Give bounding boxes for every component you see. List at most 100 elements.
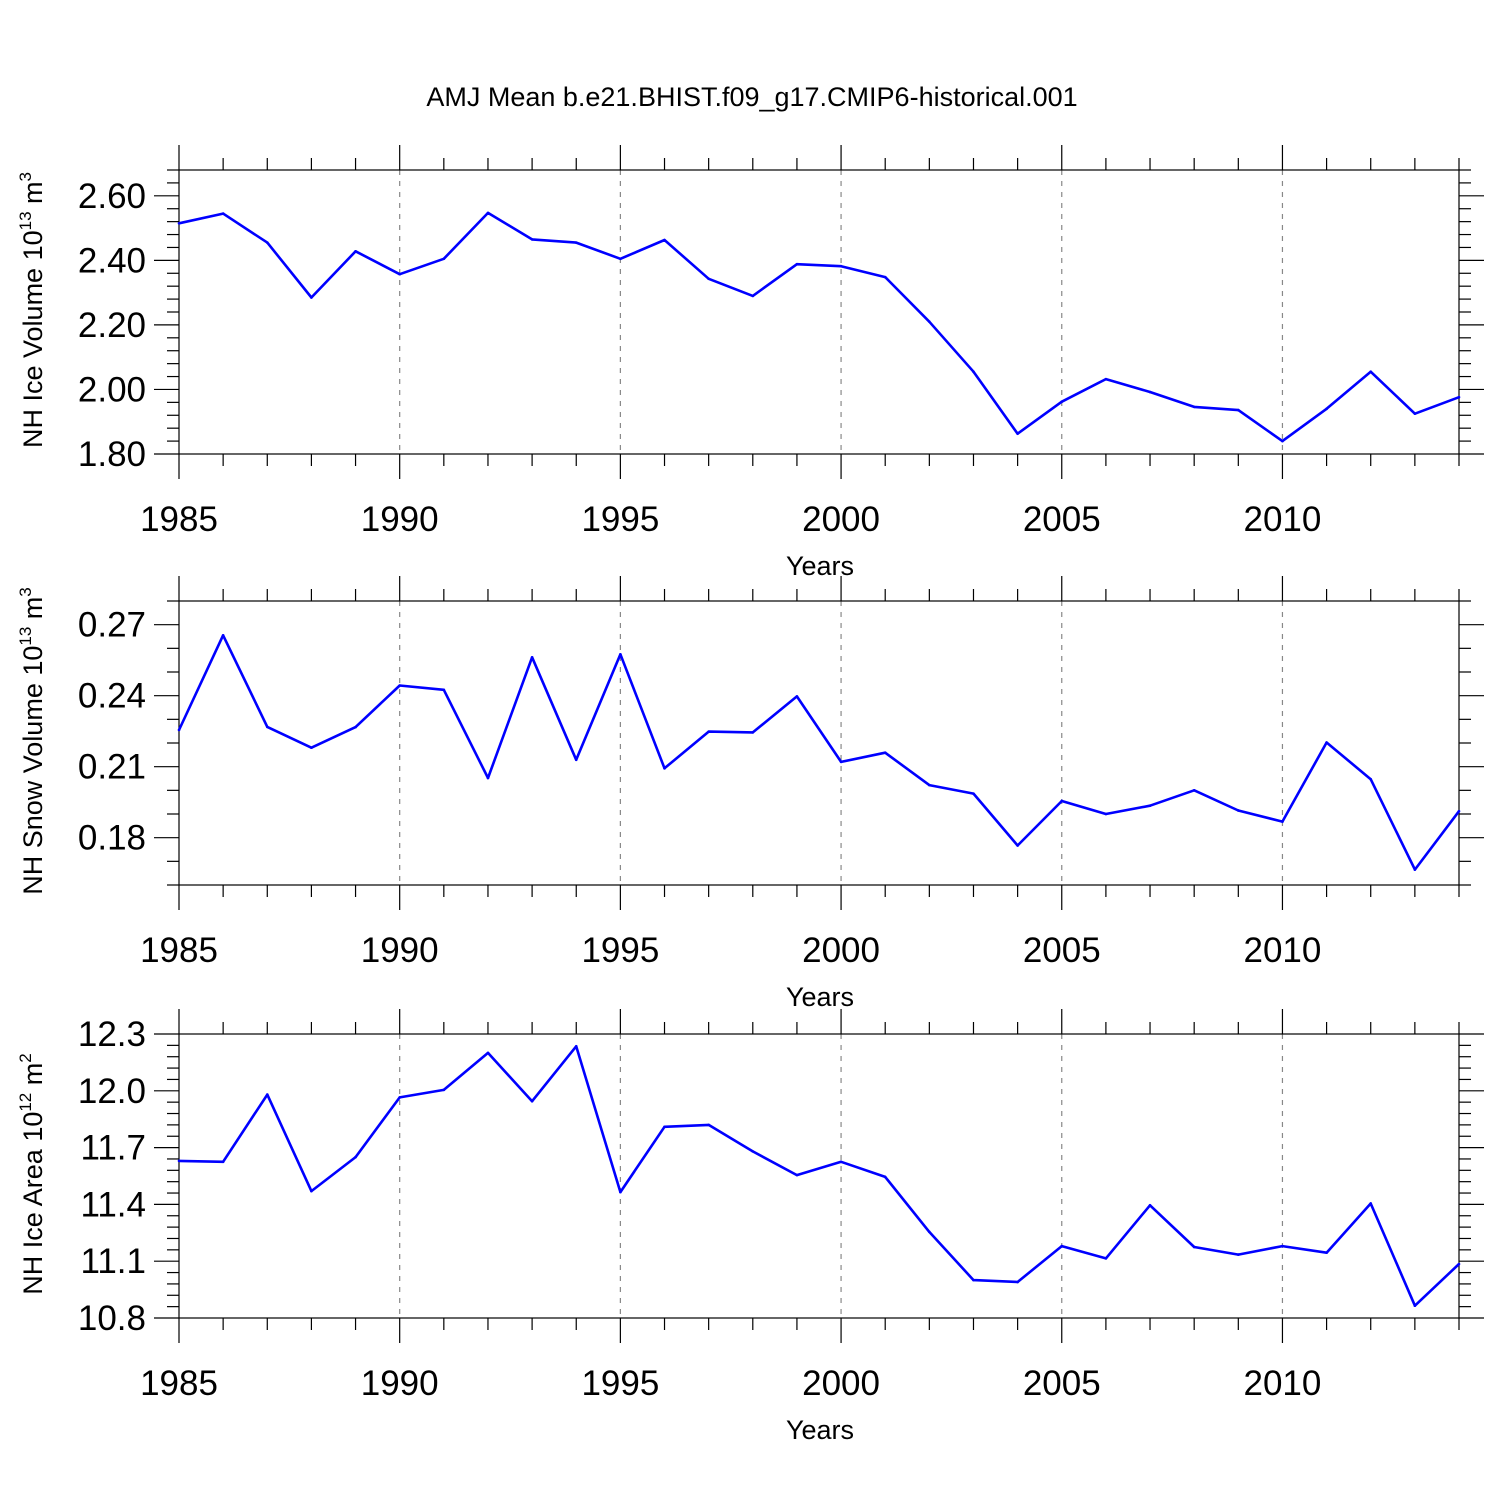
ice-volume-point bbox=[265, 241, 269, 244]
ice-volume-point bbox=[530, 238, 534, 241]
ice-area-point bbox=[1457, 1262, 1461, 1266]
y-tick-label: 2.20 bbox=[78, 306, 146, 345]
snow-volume-point bbox=[1104, 812, 1108, 816]
ice-area-point bbox=[1060, 1244, 1064, 1248]
ice-volume-point bbox=[310, 296, 313, 299]
ice-area-point bbox=[928, 1230, 931, 1234]
snow-volume-point bbox=[1325, 741, 1328, 744]
x-tick-label: 2005 bbox=[1023, 931, 1101, 970]
y-axis-label: NH Ice Volume 1013 m3 bbox=[16, 172, 48, 448]
snow-volume-point bbox=[928, 783, 931, 787]
ice-area-point bbox=[398, 1096, 401, 1099]
ice-volume-point bbox=[574, 241, 578, 244]
snow-volume-point bbox=[972, 792, 975, 795]
ice-volume-point bbox=[1413, 412, 1417, 415]
ice-area-point bbox=[883, 1175, 887, 1179]
ice-volume-point bbox=[354, 250, 357, 253]
y-tick-label: 2.60 bbox=[78, 177, 146, 216]
x-tick-label: 1985 bbox=[140, 1364, 218, 1403]
y-tick-label: 11.7 bbox=[80, 1129, 146, 1168]
ice-area-point bbox=[839, 1160, 843, 1164]
plot-frame bbox=[178, 169, 1460, 455]
snow-volume-point bbox=[574, 758, 578, 762]
ice-volume-point bbox=[486, 211, 490, 215]
x-axis-label: Years bbox=[786, 551, 854, 581]
x-tick-label: 2010 bbox=[1244, 931, 1322, 970]
ice-volume-point bbox=[928, 320, 931, 323]
ice-volume-point bbox=[398, 272, 401, 276]
snow-volume-point bbox=[530, 656, 534, 659]
ice-volume-point bbox=[1369, 370, 1373, 374]
ice-area-point bbox=[1413, 1304, 1417, 1307]
ice-area-panel: 10.8 11.1 11.4 11.7 12.0 12.3 1985 1990 1995 2000… bbox=[16, 1009, 1484, 1445]
snow-volume-point bbox=[442, 688, 446, 692]
y-tick-label: 12.0 bbox=[78, 1072, 146, 1111]
snow-volume-point bbox=[883, 751, 887, 755]
ice-volume-point bbox=[1104, 377, 1108, 381]
plot-frame bbox=[178, 1033, 1460, 1319]
y-tick-label: 11.4 bbox=[80, 1185, 146, 1224]
ice-area-point bbox=[486, 1051, 490, 1055]
snow-volume-point bbox=[707, 730, 710, 733]
ice-area-point bbox=[1281, 1244, 1284, 1248]
plot-frame bbox=[178, 600, 1460, 886]
ice-volume-point bbox=[1060, 400, 1064, 404]
ice-area-point bbox=[1369, 1202, 1373, 1205]
ice-volume-point bbox=[1281, 439, 1284, 443]
x-tick-label: 1990 bbox=[361, 931, 439, 970]
snow-volume-point bbox=[839, 760, 843, 764]
x-tick-label: 2005 bbox=[1023, 1364, 1101, 1403]
y-axis-label: NH Snow Volume 1013 m3 bbox=[16, 587, 48, 895]
ice-volume-panel: 1.80 2.00 2.20 2.40 2.60 1985 1990 1995 2000 2005… bbox=[16, 145, 1484, 581]
ice-area-point bbox=[354, 1155, 357, 1159]
y-tick-label: 10.8 bbox=[78, 1299, 146, 1338]
y-tick-label: 11.1 bbox=[80, 1242, 146, 1281]
snow-volume-point bbox=[310, 746, 313, 750]
ice-volume-point bbox=[1016, 432, 1019, 435]
ice-volume-point bbox=[751, 294, 755, 298]
snow-volume-point bbox=[1237, 809, 1240, 812]
snow-volume-point bbox=[265, 725, 269, 729]
x-axis-label: Years bbox=[786, 982, 854, 1012]
y-axis-label: NH Ice Area 1012 m2 bbox=[16, 1053, 48, 1294]
ice-area-point bbox=[972, 1278, 975, 1282]
y-tick-label: 0.24 bbox=[78, 677, 146, 716]
ice-volume-point bbox=[1325, 407, 1328, 411]
snow-volume-point bbox=[398, 684, 401, 687]
snow-volume-point bbox=[486, 776, 490, 780]
ice-volume-point bbox=[1237, 408, 1240, 412]
snow-volume-point bbox=[1192, 789, 1196, 792]
y-tick-label: 0.18 bbox=[78, 819, 146, 858]
ice-area-point bbox=[751, 1150, 755, 1153]
ice-volume-point bbox=[1148, 390, 1152, 394]
ice-area-point bbox=[530, 1099, 534, 1103]
ice-area-point bbox=[177, 1159, 181, 1163]
y-tick-label: 2.40 bbox=[78, 241, 146, 280]
ice-volume-point bbox=[839, 264, 843, 268]
x-tick-label: 1995 bbox=[581, 500, 659, 539]
x-tick-label: 1995 bbox=[581, 931, 659, 970]
x-axis-label: Years bbox=[786, 1415, 854, 1445]
ice-area-point bbox=[707, 1123, 710, 1127]
ice-volume-point bbox=[177, 221, 181, 225]
y-tick-label: 0.27 bbox=[78, 606, 146, 645]
ice-volume-point bbox=[795, 262, 799, 266]
ice-area-point bbox=[1325, 1251, 1328, 1254]
ice-volume-point bbox=[1192, 405, 1196, 409]
y-tick-label: 1.80 bbox=[78, 435, 146, 474]
ice-area-point bbox=[221, 1160, 225, 1164]
snow-volume-point bbox=[177, 728, 181, 732]
snow-volume-point bbox=[1369, 777, 1373, 781]
x-tick-label: 2000 bbox=[802, 1364, 880, 1403]
x-tick-label: 1990 bbox=[361, 1364, 439, 1403]
snow-volume-point bbox=[221, 634, 225, 637]
snow-volume-point bbox=[1148, 804, 1152, 808]
ice-volume-point bbox=[663, 238, 666, 242]
snow-volume-point bbox=[1413, 868, 1417, 871]
x-tick-label: 2005 bbox=[1023, 500, 1101, 539]
ice-area-point bbox=[619, 1190, 622, 1194]
x-tick-label: 2000 bbox=[802, 500, 880, 539]
x-tick-label: 2010 bbox=[1244, 500, 1322, 539]
snow-volume-point bbox=[1016, 844, 1019, 847]
